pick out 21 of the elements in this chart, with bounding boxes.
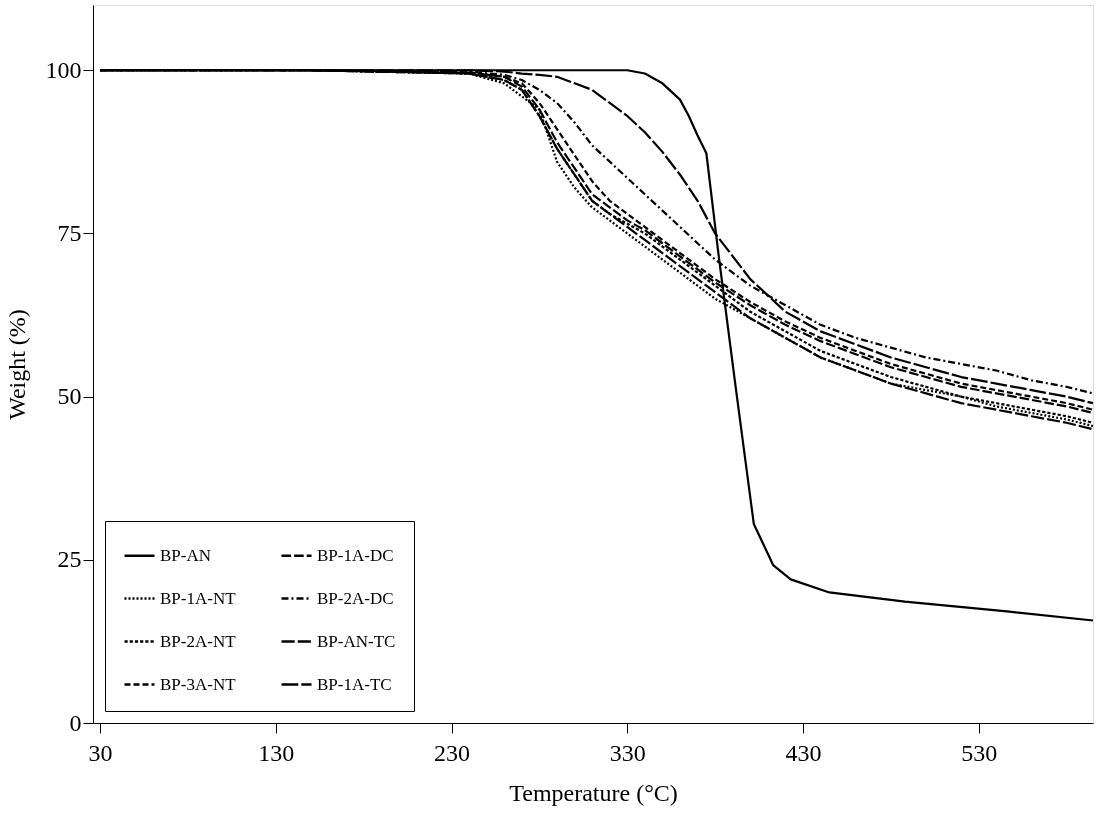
x-tick-label: 430	[785, 739, 822, 766]
x-tick-label: 330	[609, 739, 646, 766]
legend-label: BP-2A-NT	[160, 631, 237, 651]
x-tick-label: 530	[961, 739, 998, 766]
x-tick-label: 230	[434, 739, 471, 766]
y-axis-title: Weight (%)	[3, 309, 30, 420]
legend-label: BP-3A-NT	[160, 674, 237, 694]
y-tick-label: 75	[57, 219, 82, 246]
legend-label: BP-1A-TC	[317, 674, 392, 694]
y-tick-label: 100	[45, 56, 82, 83]
x-tick-label: 30	[88, 739, 113, 766]
x-axis-title: Temperature (°C)	[509, 779, 678, 806]
legend-label: BP-1A-NT	[160, 588, 237, 608]
x-tick-label: 130	[258, 739, 295, 766]
legend-label: BP-AN-TC	[317, 631, 396, 651]
legend-label: BP-AN	[160, 545, 212, 565]
y-tick-label: 0	[69, 709, 82, 736]
legend-label: BP-2A-DC	[317, 588, 394, 608]
legend-label: BP-1A-DC	[317, 545, 394, 565]
y-tick-label: 50	[57, 383, 82, 410]
y-tick-label: 25	[57, 546, 82, 573]
